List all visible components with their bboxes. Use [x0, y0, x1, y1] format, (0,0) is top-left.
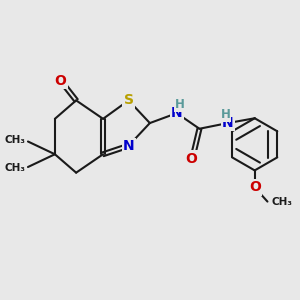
Text: S: S — [124, 93, 134, 107]
Text: H: H — [175, 98, 184, 111]
Text: CH₃: CH₃ — [272, 196, 293, 207]
Text: N: N — [222, 116, 234, 130]
Text: CH₃: CH₃ — [4, 164, 25, 173]
Text: O: O — [249, 180, 261, 194]
Text: O: O — [185, 152, 197, 166]
Text: N: N — [171, 106, 183, 120]
Text: O: O — [55, 74, 67, 88]
Text: H: H — [220, 108, 230, 121]
Text: CH₃: CH₃ — [4, 135, 25, 145]
Text: N: N — [123, 139, 134, 153]
